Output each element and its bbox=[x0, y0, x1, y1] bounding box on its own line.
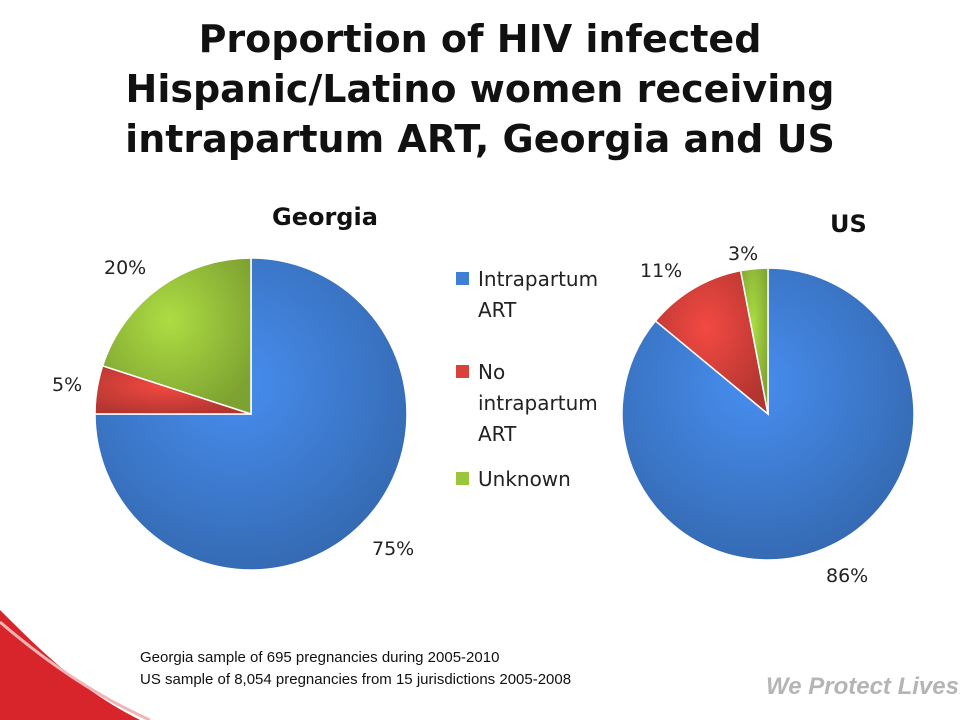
title-line-3: intrapartum ART, Georgia and US bbox=[125, 117, 835, 161]
title-line-1: Proportion of HIV infected bbox=[198, 17, 762, 61]
pie-slice-intrapartum-art bbox=[94, 257, 408, 571]
title-line-2: Hispanic/Latino women receiving bbox=[125, 67, 835, 111]
slice-label: 11% bbox=[640, 260, 682, 282]
pie-slice-unknown bbox=[101, 257, 252, 416]
footnote-line-2: US sample of 8,054 pregnancies from 15 j… bbox=[140, 671, 572, 688]
footnote: Georgia sample of 695 pregnancies during… bbox=[140, 647, 571, 691]
slice-label: 86% bbox=[826, 565, 868, 587]
slice-label: 5% bbox=[52, 374, 82, 396]
slice-label: 75% bbox=[372, 538, 414, 560]
legend-item-no-intrapartum-art: No intrapartum ART bbox=[456, 357, 626, 450]
legend-swatch-intrapartum-art bbox=[456, 272, 469, 285]
legend-label: No intrapartum ART bbox=[478, 360, 598, 446]
pie-slice-unknown bbox=[739, 267, 769, 415]
us-pie-chart: 86% 11% 3% bbox=[621, 243, 915, 587]
georgia-pie-chart: 75% 5% 20% bbox=[52, 257, 414, 571]
legend-item-intrapartum-art: Intrapartum ART bbox=[456, 264, 626, 326]
pie-slice-no-intrapartum-art bbox=[654, 269, 770, 416]
tagline: We Protect Lives. bbox=[766, 673, 960, 700]
us-chart-title: US bbox=[830, 210, 867, 238]
legend-swatch-unknown bbox=[456, 472, 469, 485]
legend-label: Intrapartum ART bbox=[478, 267, 599, 322]
chart-legend: Intrapartum ART No intrapartum ART Unkno… bbox=[456, 264, 626, 495]
footer-swoosh bbox=[0, 610, 151, 720]
slice-label: 3% bbox=[728, 243, 758, 265]
footnote-line-1: Georgia sample of 695 pregnancies during… bbox=[140, 649, 500, 666]
legend-swatch-no-intrapartum-art bbox=[456, 365, 469, 378]
legend-label: Unknown bbox=[478, 467, 571, 491]
slice-label: 20% bbox=[104, 257, 146, 279]
legend-item-unknown: Unknown bbox=[456, 464, 626, 495]
page-title: Proportion of HIV infected Hispanic/Lati… bbox=[60, 14, 900, 164]
georgia-chart-title: Georgia bbox=[272, 203, 378, 231]
